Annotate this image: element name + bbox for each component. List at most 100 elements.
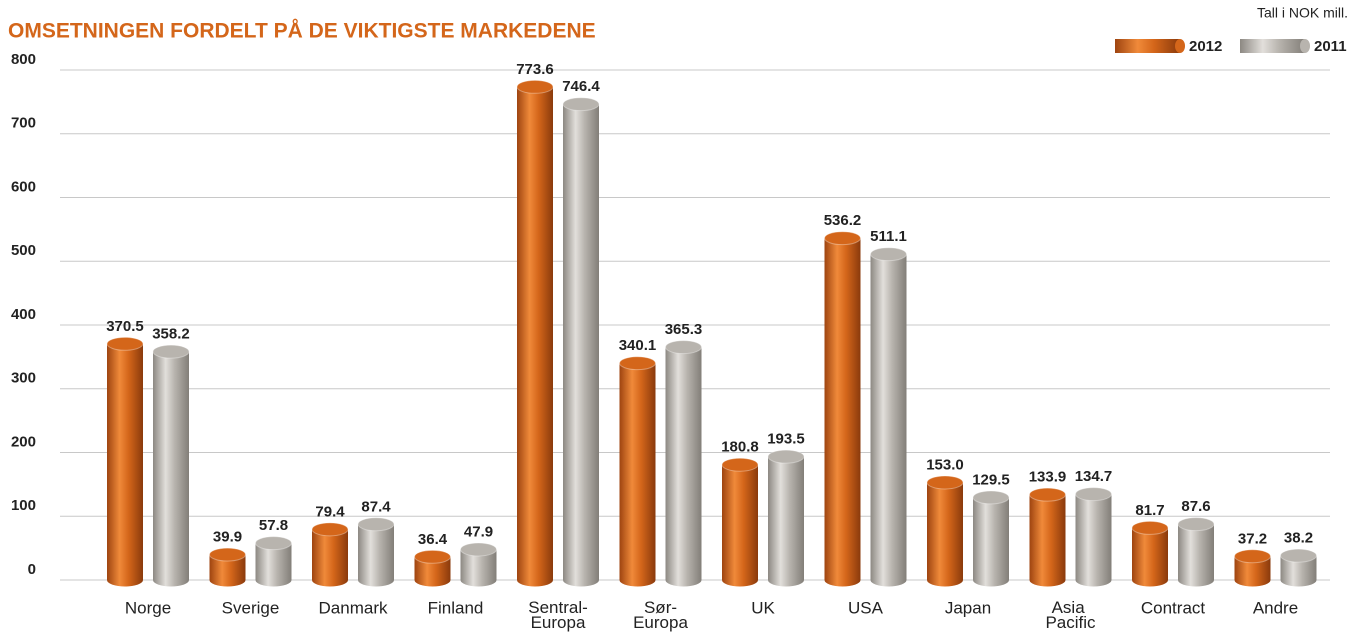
bar-cap	[1177, 517, 1215, 532]
x-tick-label: Norge	[125, 598, 171, 617]
bar-cap	[824, 231, 861, 246]
legend-swatch-end	[1175, 39, 1185, 53]
value-label: 129.5	[972, 471, 1010, 488]
value-label: 39.9	[213, 529, 242, 546]
bar-cap	[926, 475, 964, 490]
bar	[414, 549, 451, 587]
x-tick-label: Asia Pacific	[1045, 598, 1096, 632]
x-tick-label: Contract	[1141, 598, 1206, 617]
bar-cap	[106, 336, 144, 351]
x-tick-label-line: Europa	[531, 613, 586, 632]
bar-cap	[311, 522, 349, 537]
bar-cap	[1234, 549, 1271, 564]
value-label: 134.7	[1075, 468, 1113, 485]
bar-body	[1132, 527, 1168, 580]
bar	[1280, 548, 1317, 587]
bar-cap	[1280, 548, 1317, 563]
x-tick-label: Sverige	[222, 598, 280, 617]
bar-cap	[665, 340, 702, 355]
value-label: 153.0	[926, 456, 964, 473]
bar-body	[312, 529, 348, 580]
bar-cap	[209, 547, 246, 562]
bar	[562, 97, 600, 587]
bar-base	[1029, 573, 1066, 587]
bar-body	[358, 524, 394, 580]
bar-body	[1178, 524, 1214, 580]
bar-body	[1234, 556, 1271, 580]
bar-cap	[562, 97, 600, 112]
x-tick-label: USA	[848, 598, 884, 617]
x-tick-label: Japan	[945, 598, 991, 617]
bar	[152, 344, 190, 587]
x-tick-label-line: Asia	[1052, 598, 1090, 617]
bar	[926, 475, 964, 587]
x-tick-label: Sentral-Europa	[528, 598, 588, 632]
bar-base	[768, 573, 804, 587]
bar-cap	[1029, 487, 1066, 502]
y-tick-label: 0	[28, 561, 36, 578]
bar-base	[824, 573, 861, 587]
bar-body	[414, 556, 451, 580]
bar-base	[414, 573, 451, 587]
bar-base	[107, 573, 143, 587]
bar-base	[1234, 573, 1271, 587]
bar	[972, 490, 1010, 587]
x-tick-label: Finland	[428, 598, 484, 617]
y-tick-label: 700	[11, 115, 36, 132]
bar-base	[973, 573, 1009, 587]
value-label: 87.4	[361, 498, 391, 515]
x-tick-label-line: Pacific	[1045, 613, 1096, 632]
bar-cap	[1131, 520, 1169, 535]
bar	[721, 457, 759, 587]
bar-cap	[255, 536, 292, 551]
bar-cap	[152, 344, 190, 359]
bar-base	[722, 573, 758, 587]
bar	[516, 79, 554, 587]
bar-cap	[460, 542, 497, 557]
value-label: 47.9	[464, 523, 493, 540]
x-tick-label: Sør-Europa	[633, 598, 688, 632]
y-tick-label: 300	[11, 370, 36, 387]
bar-body	[824, 238, 861, 581]
value-label: 37.2	[1238, 530, 1267, 547]
bar	[357, 517, 395, 587]
bar-body	[927, 482, 963, 580]
bar-base	[255, 573, 292, 587]
y-tick-label: 200	[11, 433, 36, 450]
bar-base	[1132, 573, 1168, 587]
bar-base	[665, 573, 702, 587]
y-tick-label: 800	[11, 51, 36, 68]
bar-cap	[414, 549, 451, 564]
bar	[460, 542, 497, 587]
bar	[824, 231, 861, 587]
bar-base	[153, 573, 189, 587]
bar-cap	[870, 247, 907, 262]
bar-body	[107, 343, 143, 580]
x-tick-label-line: Sentral-	[528, 598, 588, 617]
bar	[665, 340, 702, 587]
bar-body	[973, 497, 1009, 580]
bar-cap	[767, 449, 805, 464]
legend-swatch-end	[1300, 39, 1310, 53]
bar-cap	[1075, 487, 1112, 502]
bar-body	[768, 456, 804, 580]
bar-body	[1029, 494, 1066, 580]
x-tick-label: UK	[751, 598, 775, 617]
value-label: 36.4	[418, 531, 448, 548]
value-label: 79.4	[315, 503, 345, 520]
legend-label: 2012	[1189, 38, 1222, 55]
legend-swatch-body	[1115, 39, 1180, 53]
chart-title: OMSETNINGEN FORDELT PÅ DE VIKTIGSTE MARK…	[8, 19, 596, 43]
bar-base	[460, 573, 497, 587]
bar-cap	[721, 457, 759, 472]
bar-body	[517, 86, 553, 580]
legend-swatch	[1115, 39, 1185, 53]
value-label: 746.4	[562, 78, 600, 95]
bar-base	[1280, 573, 1317, 587]
x-tick-label-line: Sør-	[644, 598, 677, 617]
bar-base	[209, 573, 246, 587]
legend-label: 2011	[1314, 38, 1347, 55]
bar-body	[665, 347, 702, 580]
bar-base	[563, 573, 599, 587]
